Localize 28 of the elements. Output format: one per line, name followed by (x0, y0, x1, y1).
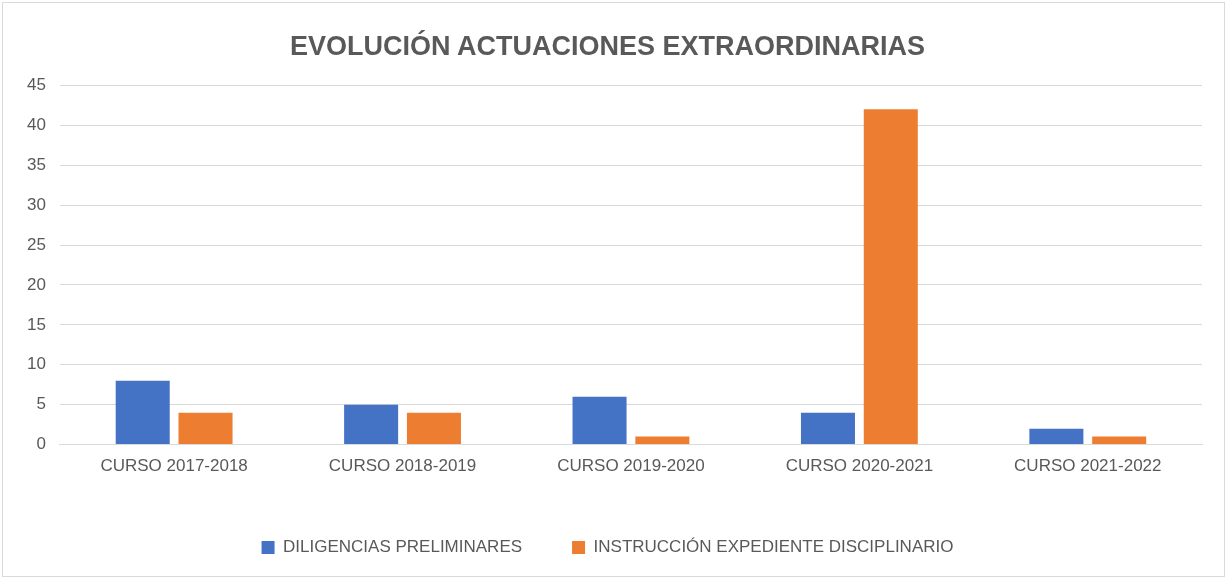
bar (344, 404, 399, 445)
x-tick-label: CURSO 2018-2019 (328, 456, 477, 476)
bar (863, 109, 918, 445)
legend-label: DILIGENCIAS PRELIMINARES (283, 537, 523, 557)
bar (635, 436, 690, 445)
x-tick-label: CURSO 2021-2022 (1014, 456, 1162, 476)
chart-title: EVOLUCIÓN ACTUACIONES EXTRAORDINARIAS (289, 29, 926, 61)
y-tick-label: 15 (26, 314, 46, 334)
y-tick-label: 25 (26, 234, 46, 254)
x-tick-label: CURSO 2019-2020 (557, 456, 705, 476)
bar (178, 412, 233, 445)
y-tick-label: 10 (26, 354, 46, 374)
y-tick-label: 0 (36, 434, 46, 454)
y-tick-label: 35 (26, 154, 46, 174)
y-tick-label: 40 (26, 115, 46, 134)
y-tick-label: 30 (26, 194, 46, 214)
bar (572, 396, 627, 445)
y-tick-label: 5 (36, 394, 46, 414)
bar (800, 412, 855, 445)
y-tick-label: 45 (26, 75, 46, 95)
y-tick-label: 20 (26, 274, 46, 294)
bar (406, 412, 461, 445)
x-tick-label: CURSO 2017-2018 (100, 456, 248, 476)
x-tick-label: CURSO 2020-2021 (785, 456, 934, 476)
bar (1092, 436, 1147, 445)
bar (1029, 428, 1084, 445)
legend-label: INSTRUCCIÓN EXPEDIENTE DISCIPLINARIO (593, 537, 954, 557)
bar (115, 380, 170, 445)
